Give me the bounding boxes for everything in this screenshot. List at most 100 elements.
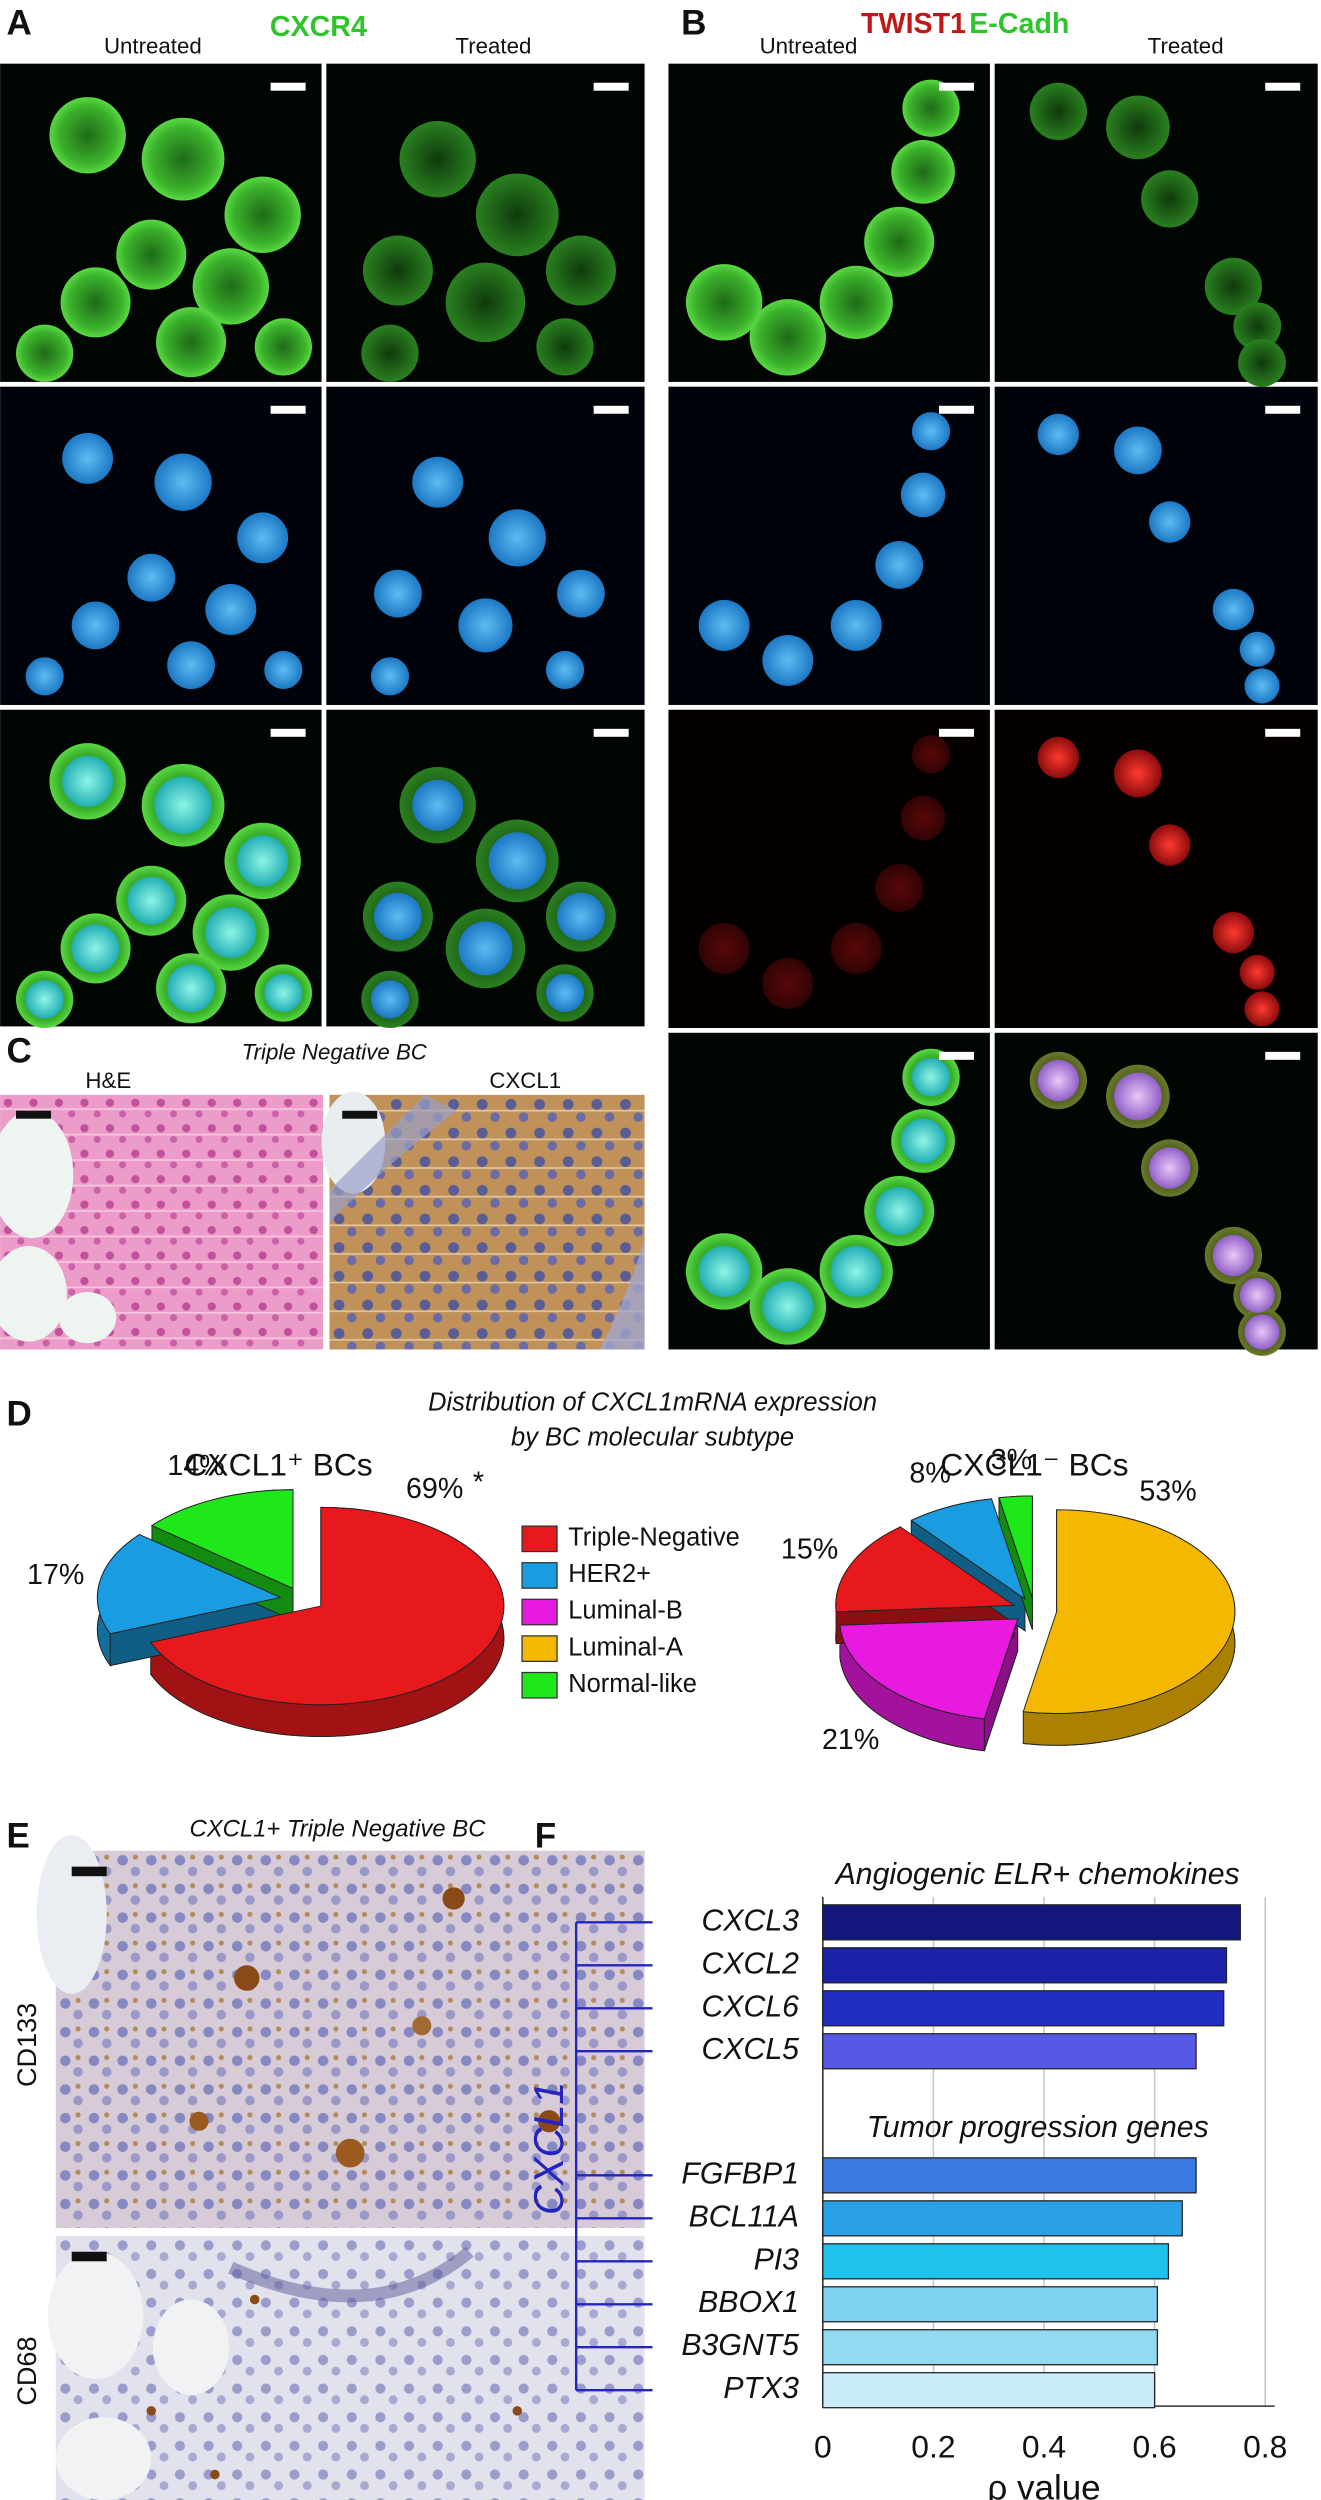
pie-slice xyxy=(1022,1509,1236,1714)
panel-label: F xyxy=(535,1816,556,1855)
stain-label: TWIST1 xyxy=(861,8,966,40)
legend-swatch xyxy=(521,1671,558,1699)
legend-label: HER2+ xyxy=(568,1560,651,1588)
stain-label: CXCL1 xyxy=(489,1068,561,1093)
significance-mark: * xyxy=(473,1466,484,1498)
micrograph xyxy=(994,63,1318,387)
stain-label: CD68 xyxy=(12,2337,42,2406)
chart-title: by BC molecular subtype xyxy=(511,1423,794,1451)
cluster-label: CXCL1 xyxy=(526,2082,572,2215)
data-label: 15% xyxy=(781,1534,838,1566)
bar xyxy=(822,1990,1225,2027)
data-label: 3% xyxy=(991,1444,1032,1476)
bar-label: BBOX1 xyxy=(698,2286,799,2319)
stain-label: CD133 xyxy=(12,2003,42,2087)
column-label: Untreated xyxy=(104,34,202,59)
panel-label: D xyxy=(6,1395,31,1434)
x-axis-title: ρ value xyxy=(987,2469,1100,2500)
bar-label: CXCL2 xyxy=(702,1947,800,1980)
bar xyxy=(822,2157,1197,2194)
pie-slice xyxy=(150,1489,294,1590)
bar xyxy=(822,1904,1241,1941)
pie-slice xyxy=(910,1498,1026,1601)
micrograph xyxy=(994,1032,1318,1356)
data-label: 17% xyxy=(27,1559,84,1591)
bar xyxy=(822,1947,1228,1984)
pie-charts: 69% * 17% 14% 53% 21% 15% 8% 3% xyxy=(27,1444,1236,1756)
micrograph xyxy=(0,63,322,382)
panel-title: Triple Negative BC xyxy=(242,1039,428,1064)
bar xyxy=(822,2033,1197,2070)
bar xyxy=(822,2200,1183,2237)
histology-image xyxy=(47,2235,645,2500)
bar-label: BCL11A xyxy=(689,2200,799,2233)
pie-slice xyxy=(97,1533,282,1635)
bar-label: CXCL6 xyxy=(702,1990,800,2023)
legend-label: Triple-Negative xyxy=(568,1524,740,1552)
micrograph xyxy=(994,709,1318,1029)
bar xyxy=(822,2372,1156,2409)
legend-label: Normal-like xyxy=(568,1670,697,1698)
legend-label: Luminal-A xyxy=(568,1633,683,1661)
micrograph xyxy=(326,709,645,1029)
data-label: 21% xyxy=(822,1724,879,1756)
micrograph xyxy=(0,386,322,705)
histology-image xyxy=(321,1091,645,1350)
bar-label: PTX3 xyxy=(723,2372,799,2405)
bar-label: B3GNT5 xyxy=(681,2329,799,2362)
micrograph-grid xyxy=(668,63,1318,1356)
micrograph xyxy=(668,386,990,705)
stain-label: CXCR4 xyxy=(270,11,367,43)
bar-label: PI3 xyxy=(754,2243,800,2276)
micrograph xyxy=(326,63,645,382)
micrograph xyxy=(668,63,990,382)
bar-label: FGFBP1 xyxy=(681,2157,799,2190)
pie-title: CXCL1⁺ BCs xyxy=(184,1447,372,1483)
x-tick-label: 0 xyxy=(814,2428,832,2464)
x-tick-label: 0.2 xyxy=(911,2428,955,2464)
micrograph xyxy=(0,709,322,1029)
group-title: Angiogenic ELR+ chemokines xyxy=(834,1858,1240,1891)
bar-label: CXCL3 xyxy=(702,1904,800,1937)
legend: Triple-Negative HER2+ Luminal-B Luminal-A No… xyxy=(521,1524,740,1699)
bar xyxy=(822,2329,1159,2366)
micrograph xyxy=(326,386,645,705)
legend-swatch xyxy=(521,1598,558,1626)
bar xyxy=(822,2243,1170,2280)
bar-label: CXCL5 xyxy=(702,2033,800,2066)
data-label: 8% xyxy=(909,1458,950,1490)
data-label: 53% xyxy=(1139,1476,1196,1508)
panel-label: B xyxy=(681,4,706,43)
pie-slice xyxy=(839,1618,1019,1720)
legend-label: Luminal-B xyxy=(568,1597,683,1625)
bar xyxy=(822,2286,1159,2323)
data-label: 69% xyxy=(406,1473,463,1505)
bar-chart: 0 0.2 0.4 0.6 0.8 ρ value Angiogenic ELR+ chem… xyxy=(574,1858,1287,2500)
x-tick-label: 0.6 xyxy=(1132,2428,1176,2464)
legend-swatch xyxy=(521,1562,558,1589)
pie-slice xyxy=(149,1506,505,1706)
x-tick-label: 0.8 xyxy=(1243,2428,1287,2464)
panel-label: E xyxy=(6,1816,29,1855)
column-label: Untreated xyxy=(760,34,858,59)
data-label: 14% xyxy=(167,1450,224,1482)
pie-slice xyxy=(998,1495,1033,1598)
micrograph xyxy=(994,386,1318,705)
panel-label: A xyxy=(6,4,31,43)
stain-label: E-Cadh xyxy=(969,8,1069,40)
legend-swatch xyxy=(521,1525,558,1553)
panel-label: C xyxy=(6,1032,31,1071)
pie-slice xyxy=(835,1526,1016,1613)
column-label: Treated xyxy=(455,34,531,59)
micrograph xyxy=(668,1032,990,1350)
micrograph-grid xyxy=(0,63,645,1029)
chart-title: Distribution of CXCL1mRNA expression xyxy=(428,1388,877,1416)
histology-image xyxy=(0,1094,324,1350)
group-title: Tumor progression genes xyxy=(867,2111,1209,2144)
stain-label: H&E xyxy=(85,1068,131,1093)
histology-image xyxy=(36,1834,645,2228)
panel-title: CXCL1+ Triple Negative BC xyxy=(189,1815,486,1842)
